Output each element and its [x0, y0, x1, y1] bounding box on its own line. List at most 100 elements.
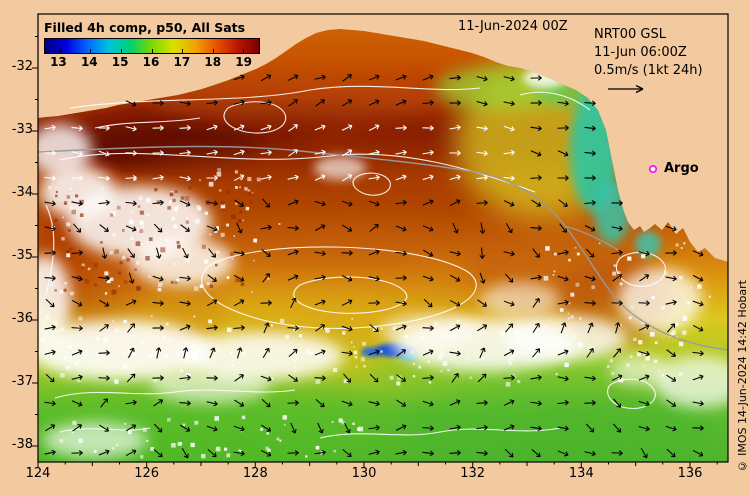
current-arrow — [234, 399, 245, 407]
current-arrow — [99, 424, 110, 432]
no-data-pixel — [641, 320, 645, 324]
no-data-pixel — [57, 329, 61, 332]
current-arrow — [584, 375, 596, 382]
current-arrow — [99, 299, 110, 307]
no-data-pixel — [226, 453, 231, 458]
sst-pixel — [84, 278, 89, 284]
no-data-pixel — [567, 312, 570, 315]
x-tick-label: 132 — [460, 466, 486, 481]
sst-pixel — [220, 201, 225, 206]
current-arrow — [479, 272, 486, 284]
current-arrow — [125, 200, 137, 207]
no-data-pixel — [66, 253, 71, 258]
current-arrow — [99, 224, 109, 232]
current-arrow — [233, 450, 245, 457]
contour-line — [201, 246, 477, 329]
sst-pixel — [201, 244, 206, 249]
current-arrow — [179, 324, 191, 331]
sst-pixel — [66, 195, 71, 199]
no-data-pixel — [131, 370, 135, 375]
no-data-pixel — [182, 423, 186, 427]
no-data-pixel — [500, 331, 505, 336]
no-data-pixel — [171, 216, 176, 221]
current-arrow — [559, 223, 567, 233]
current-arrow — [422, 425, 434, 432]
no-data-pixel — [578, 342, 583, 348]
no-data-pixel — [697, 284, 702, 289]
no-data-pixel — [380, 327, 383, 330]
colorbar — [44, 38, 260, 54]
current-arrow — [314, 224, 326, 232]
sst-pixel — [215, 263, 218, 267]
current-arrow — [557, 375, 569, 382]
current-arrow — [422, 99, 434, 106]
no-data-pixel — [579, 317, 582, 320]
current-arrow — [179, 275, 191, 282]
no-data-pixel — [355, 365, 358, 368]
sst-pixel — [139, 229, 144, 233]
datetime-label: 11-Jun-2024 00Z — [458, 19, 568, 34]
no-data-pixel — [231, 257, 234, 260]
model-name-label: NRT00 GSL — [594, 27, 666, 42]
no-data-pixel — [150, 315, 153, 318]
contour-line — [293, 276, 408, 314]
sst-pixel — [170, 280, 174, 284]
current-arrow — [451, 373, 459, 383]
no-data-pixel — [360, 357, 365, 362]
no-data-pixel — [278, 223, 281, 225]
current-arrow — [585, 423, 595, 433]
no-data-pixel — [122, 351, 126, 355]
model-time-label: 11-Jun 06:00Z — [594, 45, 687, 60]
no-data-pixel — [70, 358, 73, 360]
current-arrow — [71, 349, 83, 356]
no-data-pixel — [190, 442, 195, 448]
sst-pixel — [110, 213, 114, 217]
land-mass — [38, 14, 728, 262]
no-data-pixel — [687, 301, 691, 305]
no-data-pixel — [135, 260, 140, 265]
current-arrow — [206, 299, 218, 307]
no-data-pixel — [87, 267, 91, 271]
no-data-pixel — [142, 225, 145, 228]
no-data-pixel — [490, 335, 493, 338]
sst-pixel — [55, 194, 58, 198]
current-arrow — [206, 400, 218, 407]
current-arrow — [665, 250, 677, 256]
current-arrow — [98, 125, 110, 131]
current-arrow — [638, 425, 650, 432]
no-data-pixel — [341, 421, 345, 425]
no-data-pixel — [141, 243, 143, 246]
no-data-pixel — [140, 340, 144, 344]
current-arrow — [449, 250, 461, 257]
current-arrow — [314, 174, 326, 181]
sst-pixel — [249, 200, 253, 204]
current-arrow — [126, 373, 136, 383]
no-data-pixel — [353, 345, 355, 348]
no-data-pixel — [679, 372, 683, 376]
sst-pixel — [167, 206, 171, 210]
no-data-pixel — [305, 455, 308, 458]
current-arrow — [233, 250, 245, 257]
no-data-pixel — [160, 238, 162, 240]
current-arrow — [155, 347, 162, 359]
no-data-pixel — [199, 179, 201, 182]
sst-pixel — [137, 205, 141, 208]
no-data-pixel — [351, 318, 354, 320]
colorbar-tick-labels: 13 14 15 16 17 18 19 — [43, 55, 259, 69]
no-data-pixel — [192, 353, 196, 357]
no-data-pixel — [333, 367, 338, 373]
current-arrow — [479, 247, 486, 259]
no-data-pixel — [331, 421, 334, 423]
no-data-pixel — [285, 334, 289, 339]
no-data-pixel — [146, 213, 149, 216]
current-arrow — [44, 349, 56, 356]
colorbar-tick-label: 14 — [80, 55, 98, 69]
no-data-pixel — [445, 329, 447, 332]
no-data-pixel — [235, 202, 238, 205]
no-data-pixel — [240, 430, 242, 433]
current-arrow — [317, 422, 324, 434]
no-data-pixel — [95, 352, 99, 356]
current-arrow — [233, 299, 245, 307]
no-data-pixel — [193, 355, 198, 360]
no-data-pixel — [442, 361, 448, 366]
